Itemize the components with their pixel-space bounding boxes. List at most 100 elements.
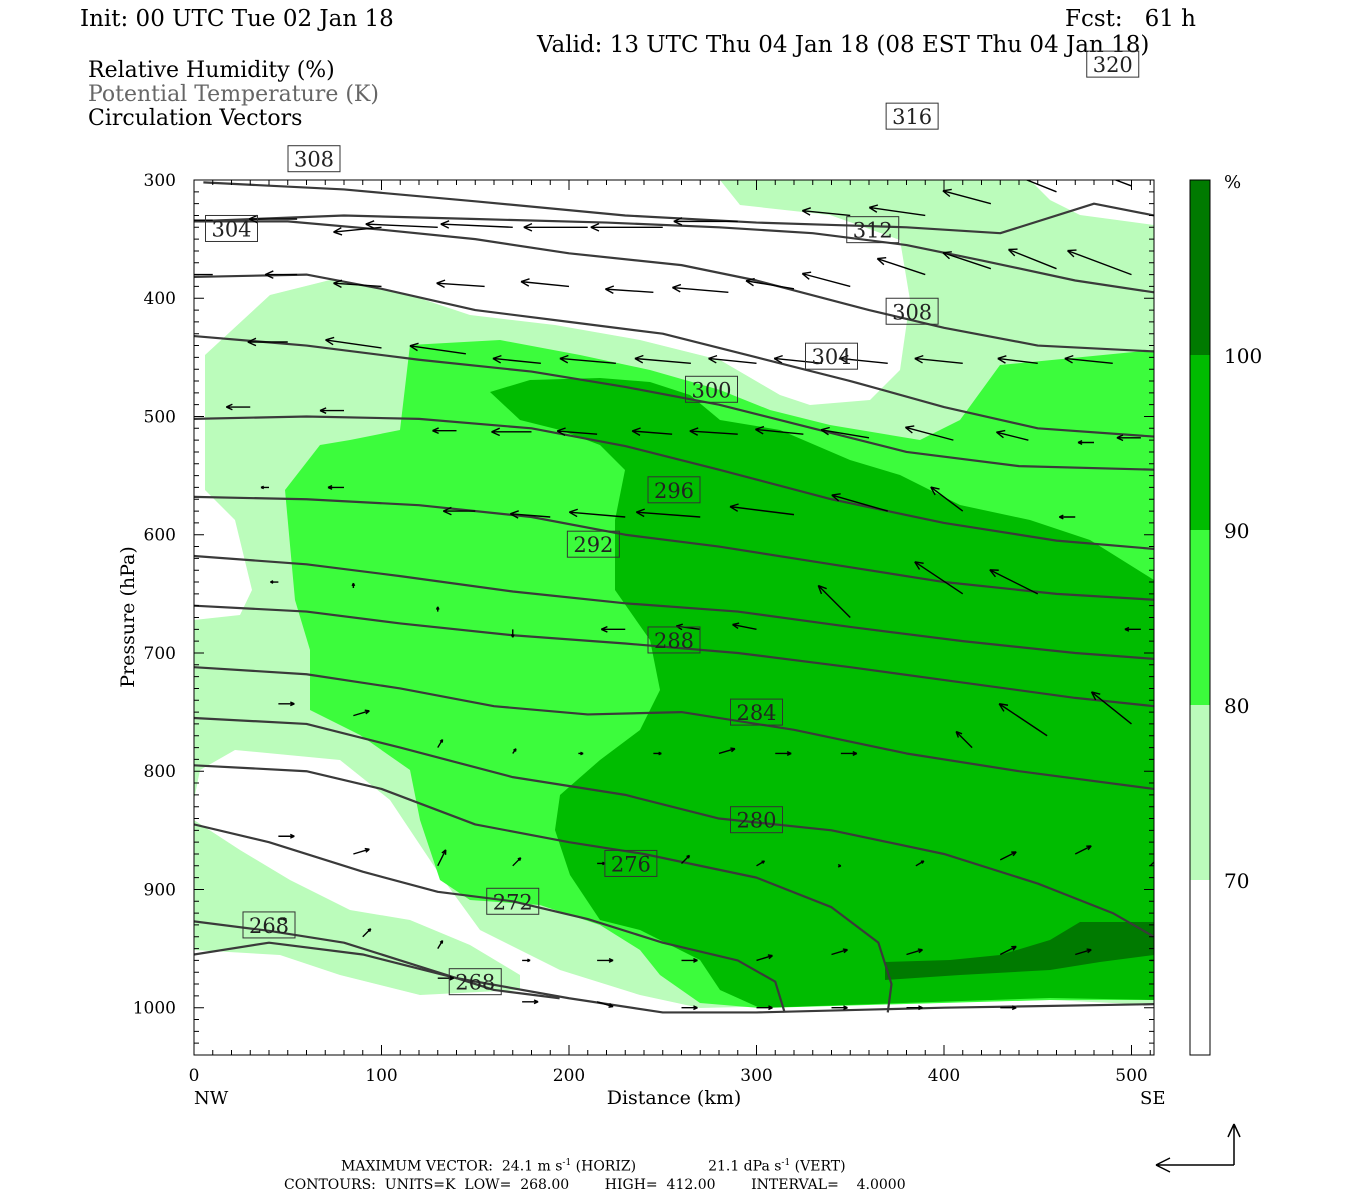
y-tick-label: 900	[144, 880, 176, 900]
x-end-label-se: SE	[1140, 1088, 1165, 1109]
circulation-vector	[325, 336, 382, 349]
svg-text:308: 308	[892, 300, 932, 324]
theta-label-284: 284	[730, 698, 783, 726]
colorbar-level-label: 80	[1224, 694, 1249, 718]
theta-contour-276	[194, 764, 893, 1013]
theta-contour-300	[194, 415, 1154, 551]
theta-contour-304	[194, 334, 1154, 471]
reference-vector-icon	[1155, 1123, 1241, 1173]
theta-contour-296	[194, 495, 1154, 601]
circulation-vector	[689, 427, 738, 436]
circulation-vector	[435, 606, 440, 612]
circulation-vectors	[194, 180, 1154, 1011]
legend-potential-temperature: Potential Temperature (K)	[88, 82, 379, 107]
circulation-vector	[801, 271, 851, 288]
svg-text:288: 288	[654, 629, 694, 653]
circulation-vector	[327, 484, 344, 490]
circulation-vector	[775, 751, 792, 756]
circulation-vector	[681, 957, 698, 963]
x-tick-label: 300	[740, 1066, 772, 1086]
circulation-vector	[773, 354, 823, 364]
theta-label-312: 312	[846, 216, 900, 244]
circulation-vector	[708, 354, 757, 364]
svg-text:308: 308	[294, 148, 334, 172]
circulation-vector	[225, 403, 251, 411]
colorbar-frame	[1189, 179, 1211, 1056]
theta-label-304: 304	[205, 214, 258, 242]
svg-text:312: 312	[853, 219, 893, 243]
circulation-vector	[989, 569, 1039, 595]
svg-text:280: 280	[736, 809, 776, 833]
y-tick-label: 300	[144, 171, 176, 191]
circulation-vector	[942, 188, 992, 205]
circulation-vector	[605, 285, 654, 294]
circulation-vector	[512, 748, 517, 754]
theta-label-308: 308	[287, 145, 341, 173]
circulation-vector	[1025, 180, 1057, 193]
theta-contour-312	[194, 220, 1154, 353]
x-tick-labels: 0 100 200 300 400 500	[189, 1066, 1148, 1086]
circulation-vector	[597, 957, 614, 963]
svg-text:284: 284	[736, 701, 776, 725]
circulation-vector	[681, 854, 691, 864]
circulation-vector	[590, 222, 663, 232]
circulation-vector	[1074, 845, 1092, 855]
svg-text:304: 304	[811, 345, 851, 369]
circulation-vector	[995, 429, 1029, 441]
circulation-vector	[1000, 1005, 1017, 1011]
circulation-vector	[194, 219, 213, 221]
circulation-vector	[559, 354, 616, 364]
svg-text:316: 316	[892, 105, 932, 129]
circulation-vector	[1090, 691, 1132, 725]
circulation-vector	[510, 629, 515, 638]
circulation-vector	[333, 279, 382, 289]
circulation-vector	[278, 701, 295, 707]
circulation-vector	[930, 486, 964, 512]
circulation-vector	[755, 425, 804, 435]
svg-text:304: 304	[211, 217, 251, 241]
theta-label-288: 288	[647, 626, 701, 654]
circulation-vector	[264, 270, 298, 279]
theta-contour-288	[194, 604, 1154, 708]
colorbar-unit: %	[1224, 172, 1241, 193]
colorbar-band-100	[1190, 180, 1210, 355]
theta-contour-316	[194, 214, 1154, 294]
circulation-vector	[437, 975, 455, 981]
circulation-vector	[1077, 440, 1094, 445]
circulation-vector	[837, 863, 842, 868]
svg-text:296: 296	[654, 479, 694, 503]
circulation-vector	[319, 407, 344, 414]
circulation-vector	[653, 751, 662, 756]
x-tick-label: 200	[553, 1066, 585, 1086]
theta-label-304: 304	[805, 342, 858, 370]
circulation-vector	[509, 510, 551, 519]
forecast-hour: Fcst: 61 h	[1065, 6, 1196, 32]
circulation-vector	[600, 625, 626, 633]
y-axis-label: Pressure (hPa)	[117, 546, 139, 688]
colorbar-level-label: 90	[1224, 519, 1249, 543]
x-tick-label: 400	[928, 1066, 960, 1086]
circulation-vector	[997, 355, 1038, 364]
circulation-vector	[831, 1005, 848, 1011]
axis-ticks	[193, 179, 1154, 1056]
circulation-vector	[1075, 948, 1092, 956]
colorbar-band-80	[1190, 530, 1210, 705]
y-tick-label: 1000	[133, 999, 176, 1019]
circulation-vector	[523, 222, 588, 232]
circulation-vector	[351, 582, 356, 588]
circulation-vector	[270, 580, 279, 584]
circulation-vector	[492, 354, 541, 364]
circulation-vector	[942, 251, 992, 270]
circulation-vector	[914, 354, 963, 364]
circulation-vector	[1007, 248, 1057, 270]
legend-relative-humidity: Relative Humidity (%)	[88, 58, 335, 83]
circulation-vector	[440, 220, 513, 229]
x-end-label-nw: NW	[194, 1088, 229, 1109]
circulation-vector	[915, 860, 925, 867]
circulation-vector	[999, 945, 1017, 956]
circulation-vector	[634, 354, 691, 364]
circulation-vector	[631, 427, 673, 436]
circulation-vector	[596, 1001, 614, 1008]
circulation-vector	[512, 857, 522, 867]
